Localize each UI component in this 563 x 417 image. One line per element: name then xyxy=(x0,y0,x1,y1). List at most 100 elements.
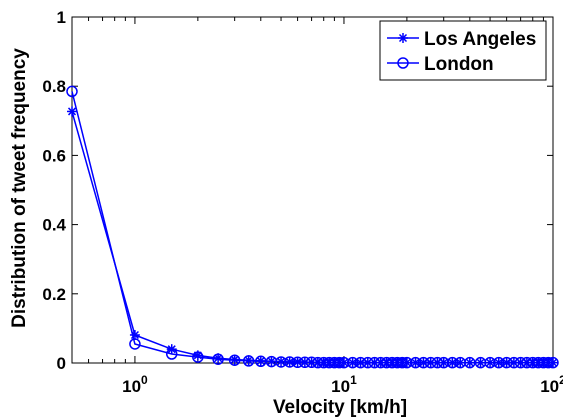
data-point xyxy=(242,355,255,367)
circle-marker xyxy=(283,356,296,368)
circle-marker xyxy=(368,356,381,369)
data-point xyxy=(401,356,413,369)
series-los-angeles xyxy=(67,106,558,368)
data-point xyxy=(129,338,141,350)
circle-marker xyxy=(424,356,437,369)
series-london xyxy=(66,85,559,369)
data-point xyxy=(333,356,346,369)
circle-marker xyxy=(346,356,359,369)
circle-marker xyxy=(484,356,496,369)
data-point xyxy=(409,356,422,369)
legend-box xyxy=(379,20,547,81)
circle-marker xyxy=(409,356,422,369)
data-point xyxy=(192,351,204,363)
y-tick-label: 0.4 xyxy=(42,216,66,235)
series-layer xyxy=(66,85,559,369)
series-line xyxy=(71,111,553,364)
circle-marker xyxy=(212,353,224,365)
data-point xyxy=(212,353,224,365)
circle-marker xyxy=(417,356,430,369)
y-tick-label: 1 xyxy=(57,8,66,27)
data-point xyxy=(66,85,78,98)
x-tick-label: 100 xyxy=(122,373,148,396)
circle-marker xyxy=(431,356,444,369)
data-point xyxy=(508,356,520,369)
data-point xyxy=(484,356,496,369)
circle-marker xyxy=(228,354,241,366)
data-point xyxy=(417,356,430,369)
circle-marker xyxy=(521,356,533,369)
circle-marker xyxy=(291,356,304,369)
data-point xyxy=(431,356,444,369)
data-point xyxy=(500,356,513,369)
circle-marker xyxy=(305,356,318,369)
circle-marker xyxy=(165,348,178,360)
circle-marker xyxy=(362,356,374,369)
data-point xyxy=(165,348,178,360)
tick-labels: 0 0.2 0.4 0.6 0.8 1 100 101 102 xyxy=(42,8,563,396)
data-point xyxy=(275,356,287,368)
circle-marker xyxy=(446,356,459,369)
circle-marker xyxy=(437,356,450,369)
data-point xyxy=(354,356,367,369)
asterisk-stroke xyxy=(398,33,408,43)
legend-marker-london xyxy=(397,57,409,69)
asterisk-stroke xyxy=(67,107,77,116)
circle-marker xyxy=(375,356,387,369)
data-point xyxy=(547,356,559,369)
data-point xyxy=(375,356,387,369)
circle-marker xyxy=(242,355,255,367)
data-point xyxy=(446,356,459,369)
data-point xyxy=(67,106,77,117)
circle-marker xyxy=(508,356,520,369)
x-axis-title: Velocity [km/h] xyxy=(273,397,407,417)
circle-marker xyxy=(333,356,346,369)
legend-marker-los-angeles xyxy=(398,33,408,43)
series-line xyxy=(71,91,553,364)
data-point xyxy=(305,356,318,369)
data-point xyxy=(368,356,381,369)
data-point xyxy=(492,356,505,369)
data-point xyxy=(291,356,304,369)
circle-marker xyxy=(354,356,367,369)
y-tick-label: 0.2 xyxy=(42,285,66,304)
data-point xyxy=(514,356,527,369)
y-axis-title: Distribution of tweet frequency xyxy=(9,48,30,328)
legend-label-london: London xyxy=(424,54,494,75)
data-point xyxy=(228,354,241,366)
circle-marker xyxy=(312,356,324,369)
data-point xyxy=(542,356,555,369)
y-tick-label: 0 xyxy=(57,354,66,373)
circle-marker xyxy=(192,351,204,363)
circle-marker xyxy=(129,338,141,350)
circle-marker xyxy=(338,356,350,369)
x-tick-label: 102 xyxy=(540,373,563,396)
circle-marker xyxy=(514,356,527,369)
data-point xyxy=(396,356,408,369)
x-tick-label: 101 xyxy=(331,373,357,396)
circle-marker xyxy=(500,356,513,369)
circle-marker xyxy=(299,356,311,369)
data-point xyxy=(521,356,533,369)
circle-marker xyxy=(397,57,409,69)
y-tick-label: 0.8 xyxy=(42,77,66,96)
circle-marker xyxy=(492,356,505,369)
circle-marker xyxy=(396,356,408,369)
legend: Los Angeles London xyxy=(379,20,547,81)
legend-label-los-angeles: Los Angeles xyxy=(424,29,536,50)
asterisk-stroke xyxy=(214,354,223,363)
circle-marker xyxy=(547,356,559,369)
circle-marker xyxy=(66,85,78,98)
data-point xyxy=(338,356,350,369)
data-point xyxy=(283,356,296,368)
y-tick-label: 0.6 xyxy=(42,146,66,165)
data-point xyxy=(299,356,311,369)
data-point xyxy=(424,356,437,369)
data-point xyxy=(346,356,359,369)
data-point xyxy=(437,356,450,369)
data-point xyxy=(362,356,374,369)
circle-marker xyxy=(401,356,413,369)
data-point xyxy=(312,356,324,369)
circle-marker xyxy=(542,356,555,369)
